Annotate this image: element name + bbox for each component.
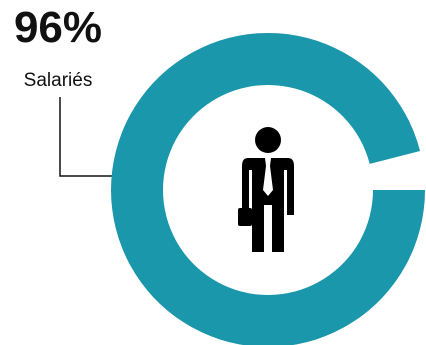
ring: [111, 33, 425, 345]
category-label: Salariés: [24, 70, 93, 91]
person-icon: [238, 127, 294, 252]
value-label: 96%: [14, 3, 102, 52]
leader-line: [59, 97, 112, 177]
donut-segment: [111, 33, 425, 345]
